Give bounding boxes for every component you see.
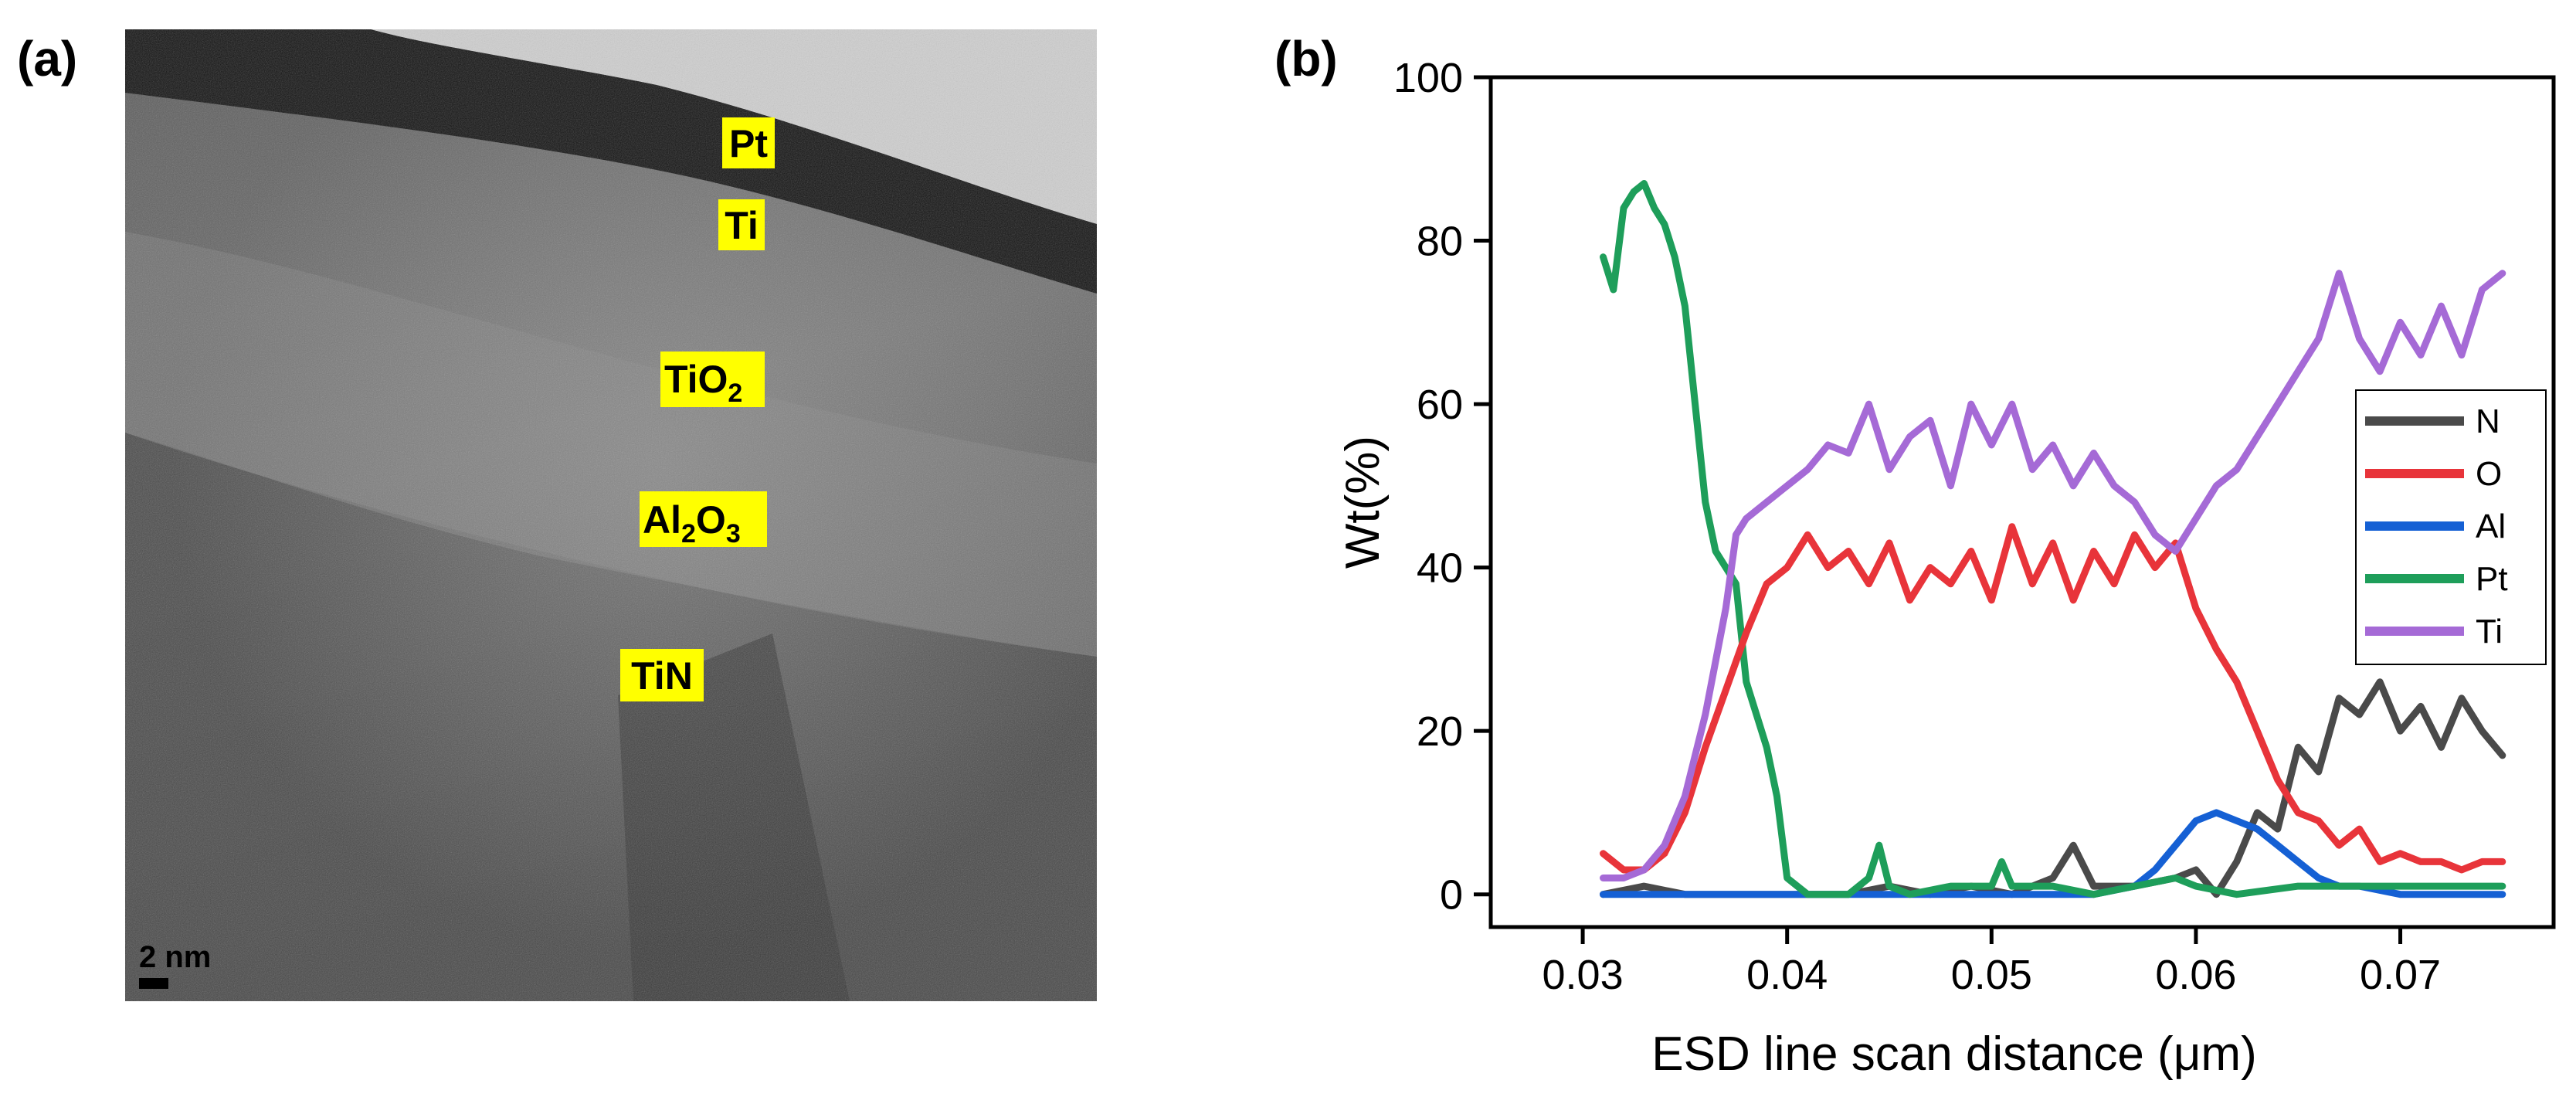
layer-label-ti: Ti [718, 199, 765, 250]
y-tick-label: 80 [1417, 219, 1463, 265]
y-tick-label: 60 [1417, 382, 1463, 428]
scale-bar: 2 nm [139, 940, 211, 989]
svg-text:Al2O3: Al2O3 [643, 498, 741, 548]
tem-image [125, 29, 1097, 1001]
x-axis-title: ESD line scan distance (μm) [1651, 1027, 2256, 1081]
layer-label-al2o3: Al2O3 [640, 491, 767, 548]
svg-text:TiN: TiN [631, 654, 693, 698]
scale-bar-label: 2 nm [139, 940, 211, 974]
svg-text:TiO2: TiO2 [664, 358, 742, 408]
series-line-o [1600, 523, 2506, 874]
line-scan-chart: 0.03 0.04 0.05 0.06 0.07 0 20 40 60 80 100 ESD lin… [1336, 55, 2556, 1081]
plot-frame [1488, 75, 2556, 929]
x-tick-label: 0.05 [1951, 952, 2032, 998]
legend-label-ti: Ti [2476, 613, 2503, 650]
series-line-n [1600, 678, 2506, 898]
svg-text:Ti: Ti [725, 204, 759, 247]
x-tick-label: 0.07 [2360, 952, 2441, 998]
y-tick-label: 0 [1440, 872, 1463, 919]
layer-label-pt: Pt [722, 117, 775, 168]
series-line-ti [1600, 270, 2506, 881]
x-tick-label: 0.06 [2155, 952, 2236, 998]
legend-label-o: O [2476, 455, 2502, 493]
x-tick-label: 0.04 [1746, 952, 1828, 998]
y-tick-label: 100 [1393, 55, 1463, 101]
scale-bar-line [139, 978, 168, 989]
legend-label-n: N [2476, 402, 2500, 440]
x-tick-label: 0.03 [1543, 952, 1624, 998]
series-layer [1600, 180, 2506, 898]
panel-b-label: (b) [1274, 31, 1338, 87]
axis-layer: 0.03 0.04 0.05 0.06 0.07 0 20 40 60 80 100 [1393, 55, 2441, 998]
y-tick-label: 20 [1417, 708, 1463, 755]
series-line-pt [1600, 180, 2506, 898]
y-axis-title: Wt(%) [1336, 436, 1390, 569]
layer-label-tin: TiN [620, 649, 704, 701]
layer-label-tio2: TiO2 [660, 352, 765, 408]
legend-label-pt: Pt [2476, 560, 2508, 598]
tem-noise [125, 29, 1097, 1001]
svg-text:Pt: Pt [729, 122, 768, 165]
legend: NO Al Pt Ti [2355, 389, 2547, 665]
panel-a-label: (a) [17, 31, 77, 87]
series-line-al [1600, 809, 2506, 898]
y-tick-label: 40 [1417, 545, 1463, 592]
legend-label-al: Al [2476, 508, 2506, 545]
